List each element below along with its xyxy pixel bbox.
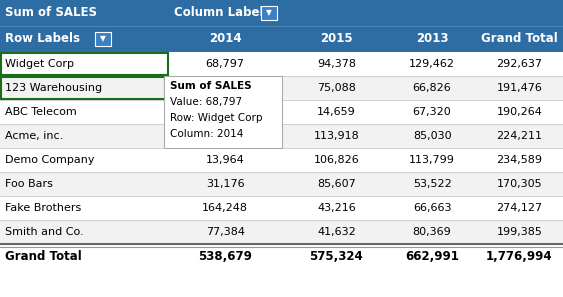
Text: 199,385: 199,385	[497, 227, 542, 237]
Bar	[0, 52, 563, 76]
Text: 234,589: 234,589	[497, 155, 542, 165]
Text: 41,632: 41,632	[317, 227, 356, 237]
Text: 113,799: 113,799	[409, 155, 455, 165]
Text: 14,659: 14,659	[317, 107, 356, 117]
Text: 2014: 2014	[209, 32, 242, 45]
Text: 106,826: 106,826	[314, 155, 359, 165]
Text: 75,088: 75,088	[317, 83, 356, 93]
Text: 164,248: 164,248	[202, 203, 248, 213]
Text: Smith and Co.: Smith and Co.	[5, 227, 84, 237]
Text: Column: 2014: Column: 2014	[170, 129, 243, 139]
Bar	[0, 148, 563, 172]
Text: 67,320: 67,320	[413, 107, 452, 117]
Text: 190,264: 190,264	[497, 107, 542, 117]
Bar	[0, 0, 563, 26]
Bar	[1, 77, 165, 99]
Text: Row: Widget Corp: Row: Widget Corp	[170, 113, 262, 123]
Bar	[0, 244, 563, 270]
Text: ▼: ▼	[100, 34, 106, 43]
Bar	[0, 220, 563, 244]
Text: 191,476: 191,476	[497, 83, 542, 93]
Bar	[164, 76, 282, 148]
Text: Demo Company: Demo Company	[5, 155, 95, 165]
Bar	[0, 26, 563, 52]
Text: 77,384: 77,384	[205, 227, 245, 237]
Text: 662,991: 662,991	[405, 250, 459, 263]
Text: 2015: 2015	[320, 32, 352, 45]
Text: Row Labels: Row Labels	[5, 32, 80, 45]
Text: 224,211: 224,211	[497, 131, 542, 141]
Text: Sum of SALES: Sum of SALES	[170, 80, 252, 91]
Bar	[0, 124, 563, 148]
Text: 170,305: 170,305	[497, 179, 542, 189]
Text: 66,826: 66,826	[413, 83, 452, 93]
Text: Foo Bars: Foo Bars	[5, 179, 53, 189]
Text: 113,918: 113,918	[314, 131, 359, 141]
Text: 123 Warehousing: 123 Warehousing	[5, 83, 102, 93]
Text: 575,324: 575,324	[310, 250, 363, 263]
Text: 43,216: 43,216	[317, 203, 356, 213]
Text: Sum of SALES: Sum of SALES	[5, 7, 97, 20]
Text: 274,127: 274,127	[497, 203, 542, 213]
Text: Grand Total: Grand Total	[481, 32, 558, 45]
Bar	[261, 6, 277, 20]
Bar	[0, 76, 563, 100]
Text: 68,797: 68,797	[205, 59, 245, 69]
Text: ▼: ▼	[266, 9, 272, 18]
Text: 1,776,994: 1,776,994	[486, 250, 553, 263]
Text: 538,679: 538,679	[198, 250, 252, 263]
Text: ABC Telecom: ABC Telecom	[5, 107, 77, 117]
Text: 80,369: 80,369	[413, 227, 452, 237]
Text: 292,637: 292,637	[497, 59, 542, 69]
Text: Widget Corp: Widget Corp	[5, 59, 74, 69]
Text: Acme, inc.: Acme, inc.	[5, 131, 63, 141]
Text: 31,176: 31,176	[206, 179, 244, 189]
Bar	[0, 196, 563, 220]
Bar	[95, 32, 111, 46]
Bar	[0, 172, 563, 196]
Bar	[0, 100, 563, 124]
Text: 94,378: 94,378	[317, 59, 356, 69]
Text: Grand Total: Grand Total	[5, 250, 82, 263]
Text: 85,607: 85,607	[317, 179, 356, 189]
Text: 85,030: 85,030	[413, 131, 452, 141]
Text: 66,663: 66,663	[413, 203, 452, 213]
Text: Fake Brothers: Fake Brothers	[5, 203, 81, 213]
Text: 53,522: 53,522	[413, 179, 452, 189]
Bar	[1, 53, 168, 75]
Text: Column Labels: Column Labels	[174, 7, 271, 20]
Text: 2013: 2013	[416, 32, 448, 45]
Text: 129,462: 129,462	[409, 59, 455, 69]
Text: Value: 68,797: Value: 68,797	[170, 97, 242, 107]
Text: 13,964: 13,964	[206, 155, 244, 165]
